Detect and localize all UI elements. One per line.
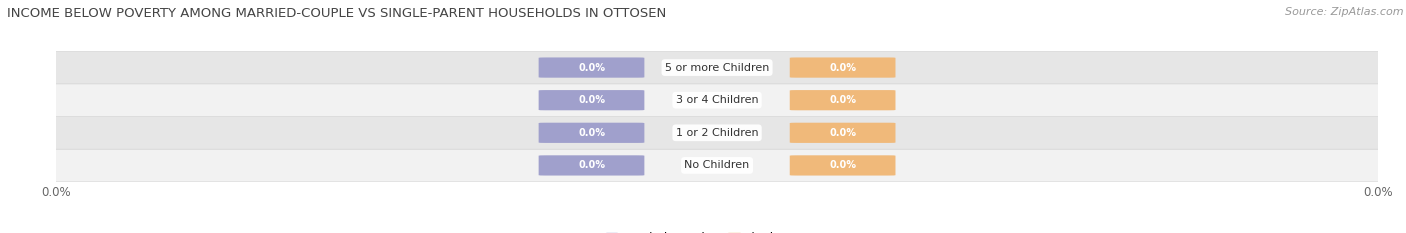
Text: INCOME BELOW POVERTY AMONG MARRIED-COUPLE VS SINGLE-PARENT HOUSEHOLDS IN OTTOSEN: INCOME BELOW POVERTY AMONG MARRIED-COUPL… [7,7,666,20]
FancyBboxPatch shape [538,58,644,78]
FancyBboxPatch shape [790,58,896,78]
Text: 0.0%: 0.0% [578,63,605,72]
FancyBboxPatch shape [538,123,644,143]
Text: 0.0%: 0.0% [830,95,856,105]
Text: Source: ZipAtlas.com: Source: ZipAtlas.com [1285,7,1403,17]
FancyBboxPatch shape [44,116,1391,149]
Text: 0.0%: 0.0% [830,128,856,138]
Text: 0.0%: 0.0% [830,161,856,170]
Text: 0.0%: 0.0% [578,95,605,105]
Text: 5 or more Children: 5 or more Children [665,63,769,72]
Text: 0.0%: 0.0% [578,161,605,170]
Text: 0.0%: 0.0% [578,128,605,138]
FancyBboxPatch shape [790,123,896,143]
FancyBboxPatch shape [538,90,644,110]
FancyBboxPatch shape [44,51,1391,84]
FancyBboxPatch shape [790,155,896,175]
FancyBboxPatch shape [44,149,1391,182]
FancyBboxPatch shape [44,84,1391,116]
Text: 0.0%: 0.0% [830,63,856,72]
Text: 3 or 4 Children: 3 or 4 Children [676,95,758,105]
FancyBboxPatch shape [538,155,644,175]
Text: No Children: No Children [685,161,749,170]
FancyBboxPatch shape [790,90,896,110]
Legend: Married Couples, Single Parents: Married Couples, Single Parents [603,230,831,233]
Text: 1 or 2 Children: 1 or 2 Children [676,128,758,138]
